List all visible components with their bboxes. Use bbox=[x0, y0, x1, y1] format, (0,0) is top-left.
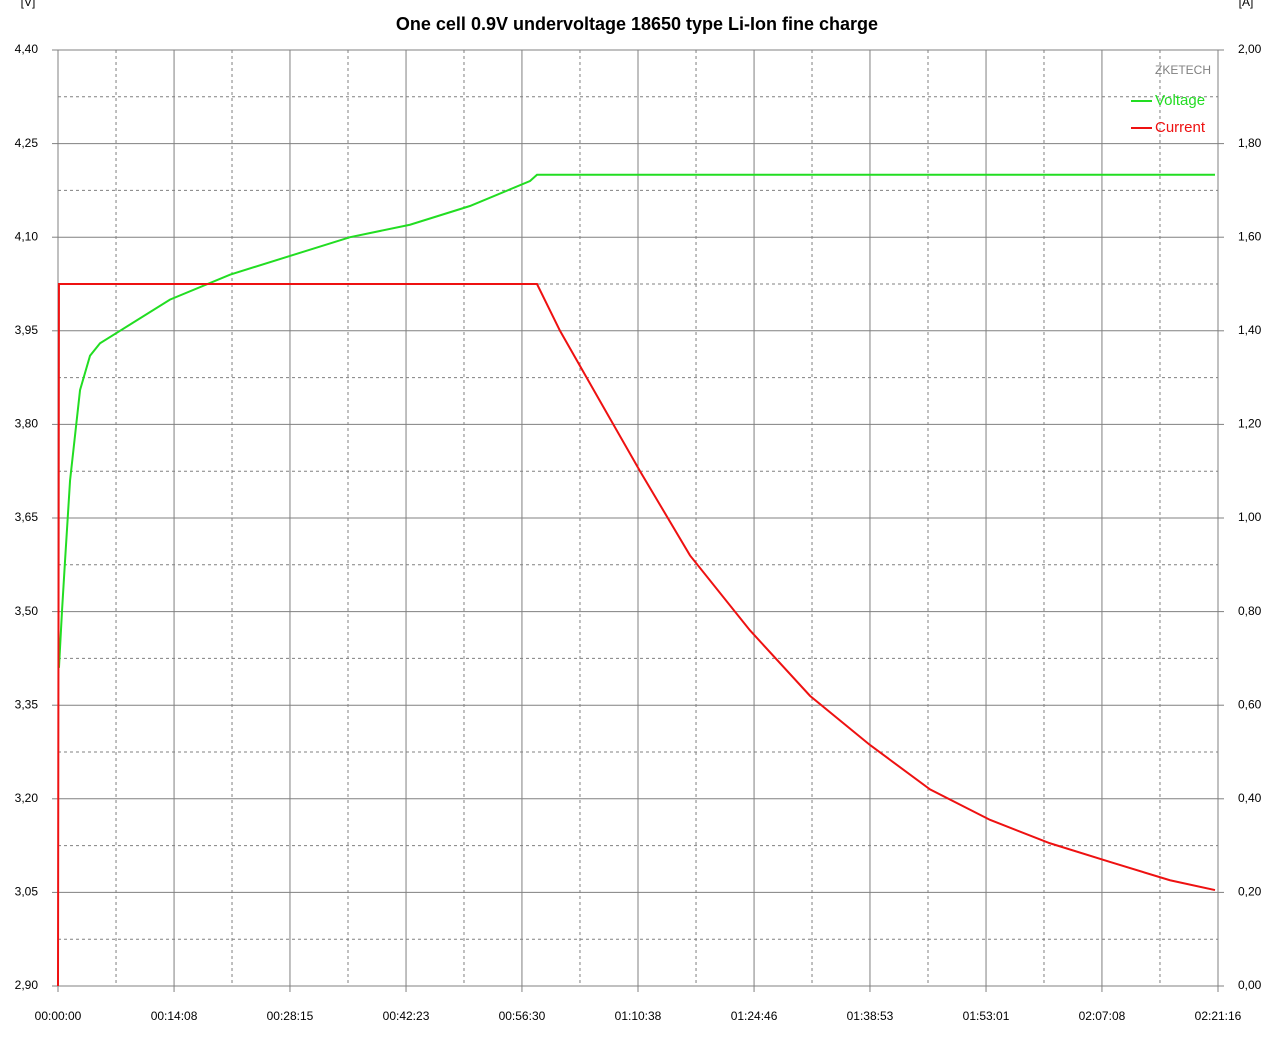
watermark: ZKETECH bbox=[1155, 63, 1211, 77]
x-tick-label: 02:21:16 bbox=[1195, 1009, 1242, 1023]
y-tick-label: 3,20 bbox=[15, 791, 39, 805]
x-tick-label: 01:38:53 bbox=[847, 1009, 894, 1023]
y-tick-label: 3,95 bbox=[15, 323, 39, 337]
y2-tick-label: 1,40 bbox=[1238, 323, 1262, 337]
data-line bbox=[57, 283, 1216, 987]
y2-tick-label: 1,20 bbox=[1238, 417, 1262, 431]
x-tick-label: 01:10:38 bbox=[615, 1009, 662, 1023]
y-tick-label: 2,90 bbox=[15, 978, 39, 992]
y2-tick-label: 1,60 bbox=[1238, 229, 1262, 243]
x-tick-label: 01:24:46 bbox=[731, 1009, 778, 1023]
x-tick-label: 00:56:30 bbox=[499, 1009, 546, 1023]
y-tick-label: 3,50 bbox=[15, 604, 39, 618]
x-tick-label: 00:00:00 bbox=[35, 1009, 82, 1023]
y2-tick-label: 2,00 bbox=[1238, 42, 1262, 56]
y-unit-label: [V] bbox=[21, 0, 36, 9]
y2-unit-label: [A] bbox=[1239, 0, 1254, 9]
legend-label: Current bbox=[1155, 119, 1206, 136]
y-tick-label: 3,80 bbox=[15, 417, 39, 431]
y-tick-label: 3,35 bbox=[15, 697, 39, 711]
y-tick-label: 3,65 bbox=[15, 510, 39, 524]
y2-tick-label: 0,40 bbox=[1238, 791, 1262, 805]
y-tick-label: 4,25 bbox=[15, 136, 39, 150]
data-line bbox=[57, 173, 1215, 668]
x-tick-label: 00:14:08 bbox=[151, 1009, 198, 1023]
y2-tick-label: 0,80 bbox=[1238, 604, 1262, 618]
x-tick-label: 01:53:01 bbox=[963, 1009, 1010, 1023]
y2-tick-label: 0,00 bbox=[1238, 978, 1262, 992]
chart-title: One cell 0.9V undervoltage 18650 type Li… bbox=[396, 14, 878, 34]
x-tick-label: 00:42:23 bbox=[383, 1009, 430, 1023]
x-tick-label: 02:07:08 bbox=[1079, 1009, 1126, 1023]
legend-label: Voltage bbox=[1155, 92, 1205, 109]
y-tick-label: 3,05 bbox=[15, 885, 39, 899]
y2-tick-label: 0,60 bbox=[1238, 697, 1262, 711]
y2-tick-label: 1,80 bbox=[1238, 136, 1262, 150]
x-tick-label: 00:28:15 bbox=[267, 1009, 314, 1023]
y2-tick-label: 0,20 bbox=[1238, 885, 1262, 899]
y-tick-label: 4,10 bbox=[15, 229, 39, 243]
y-tick-label: 4,40 bbox=[15, 42, 39, 56]
y2-tick-label: 1,00 bbox=[1238, 510, 1262, 524]
